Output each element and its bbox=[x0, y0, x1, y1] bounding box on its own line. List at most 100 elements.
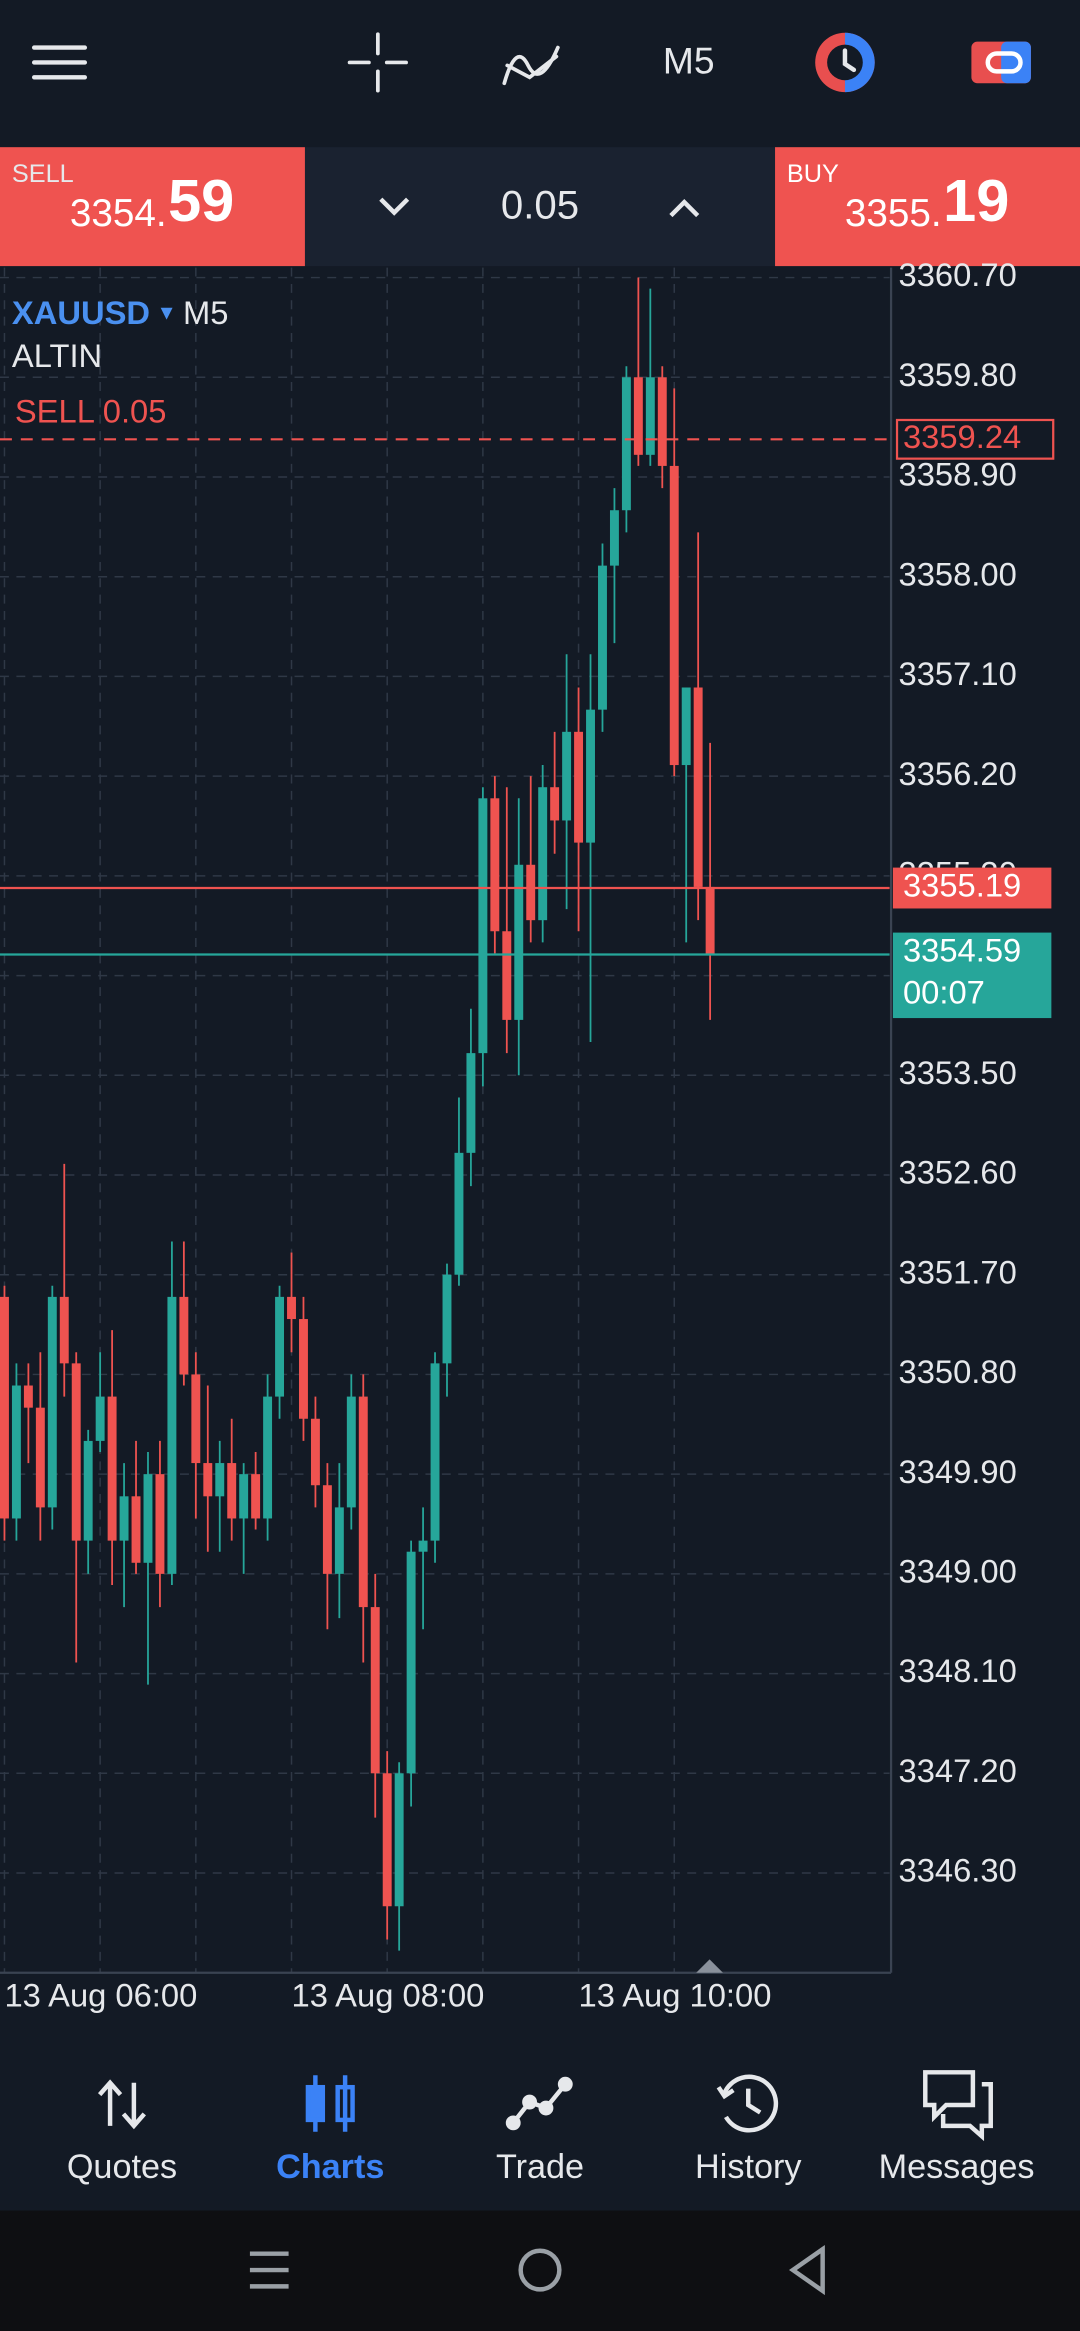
volume-down[interactable] bbox=[379, 197, 410, 216]
volume-panel bbox=[304, 147, 776, 267]
candle-body bbox=[179, 1296, 189, 1375]
candle-body bbox=[203, 1463, 213, 1497]
candle-body bbox=[143, 1474, 153, 1563]
symbol-dropdown[interactable] bbox=[160, 307, 173, 320]
candle-body bbox=[466, 1053, 476, 1153]
candle-body bbox=[251, 1474, 261, 1519]
one-click-trading-button[interactable] bbox=[971, 41, 1031, 84]
buy-price-big: 19 bbox=[943, 167, 1009, 234]
top-bar bbox=[31, 32, 1031, 93]
candle-body bbox=[239, 1474, 249, 1519]
candle-body bbox=[155, 1474, 165, 1574]
system-nav-bar bbox=[0, 2210, 1080, 2331]
x-tick-label: 13 Aug 08:00 bbox=[292, 1977, 485, 2014]
candle-body bbox=[263, 1396, 273, 1519]
candle-body bbox=[11, 1385, 21, 1519]
y-tick-label: 3349.00 bbox=[899, 1553, 1017, 1590]
price-label: 3355.19 bbox=[903, 867, 1021, 904]
sell-button[interactable] bbox=[0, 147, 305, 267]
bar-countdown: 00:07 bbox=[903, 973, 985, 1010]
chart-timeframe: M5 bbox=[183, 294, 228, 331]
y-tick-label: 3347.20 bbox=[899, 1752, 1017, 1789]
nav-tab[interactable]: Trade bbox=[496, 2148, 584, 2186]
buy-label: BUY bbox=[787, 160, 839, 188]
candle-body bbox=[705, 886, 715, 955]
candle-body bbox=[394, 1773, 404, 1907]
candle-body bbox=[71, 1363, 81, 1541]
candle-body bbox=[526, 864, 536, 921]
crosshair-button[interactable] bbox=[347, 32, 408, 93]
candle-body bbox=[430, 1363, 440, 1541]
candle-body bbox=[167, 1296, 177, 1574]
price-label: 3354.59 bbox=[903, 932, 1021, 969]
y-tick-label: 3357.10 bbox=[899, 655, 1017, 692]
nav-tab[interactable]: History bbox=[695, 2148, 802, 2186]
candle-body bbox=[633, 377, 643, 455]
timeframe-button[interactable]: M5 bbox=[663, 40, 715, 82]
shift-marker bbox=[696, 1959, 723, 1973]
home-button[interactable] bbox=[518, 2248, 562, 2292]
candle-body bbox=[502, 931, 512, 1020]
symbol-description: ALTIN bbox=[12, 337, 102, 374]
nav-tab[interactable]: Messages bbox=[879, 2148, 1035, 2186]
candle-body bbox=[538, 787, 548, 921]
symbol-name: XAUUSD bbox=[12, 294, 150, 331]
candle-body bbox=[693, 687, 703, 887]
candle-body bbox=[669, 465, 679, 766]
buy-price-main: 3355. bbox=[845, 192, 942, 235]
order-label: SELL 0.05 bbox=[15, 393, 167, 430]
recents-button[interactable] bbox=[249, 2251, 289, 2289]
buy-button[interactable] bbox=[775, 147, 1080, 267]
candle-body bbox=[107, 1396, 117, 1541]
candle-body bbox=[657, 377, 667, 466]
candle-body bbox=[406, 1551, 416, 1774]
candle-body bbox=[574, 731, 584, 843]
candle-body bbox=[586, 709, 595, 843]
candle-body bbox=[83, 1440, 93, 1541]
candle-body bbox=[454, 1152, 464, 1275]
nav-tab[interactable]: Charts bbox=[276, 2148, 384, 2186]
trade-signal-button[interactable] bbox=[815, 32, 875, 93]
y-tick-label: 3346.30 bbox=[899, 1852, 1017, 1889]
candle-body bbox=[442, 1274, 452, 1364]
menu-button[interactable] bbox=[31, 45, 88, 80]
candle-body bbox=[550, 787, 560, 821]
volume-up[interactable] bbox=[669, 199, 700, 218]
sell-price-big: 59 bbox=[168, 167, 234, 234]
candle-body bbox=[95, 1396, 105, 1441]
y-tick-label: 3348.10 bbox=[899, 1652, 1017, 1689]
volume-value[interactable]: 0.05 bbox=[501, 183, 579, 228]
candle-body bbox=[47, 1296, 57, 1508]
y-tick-label: 3360.70 bbox=[899, 256, 1017, 293]
y-tick-label: 3356.20 bbox=[899, 755, 1017, 792]
candle-body bbox=[562, 731, 572, 821]
price-label-box bbox=[892, 932, 1052, 1019]
y-tick-label: 3358.90 bbox=[899, 456, 1017, 493]
y-tick-label: 3353.50 bbox=[899, 1054, 1017, 1091]
candle-body bbox=[478, 798, 488, 1054]
candle-body bbox=[621, 377, 631, 511]
candle-body bbox=[370, 1607, 380, 1774]
nav-tab[interactable]: Quotes bbox=[67, 2148, 177, 2186]
y-tick-label: 3350.80 bbox=[899, 1353, 1017, 1390]
charts-icon bbox=[305, 2075, 355, 2132]
candle-body bbox=[598, 565, 607, 710]
indicators-button[interactable] bbox=[502, 45, 560, 86]
candle-body bbox=[490, 798, 500, 932]
messages-icon bbox=[923, 2070, 993, 2142]
candle-body bbox=[609, 510, 619, 566]
back-button[interactable] bbox=[789, 2244, 825, 2296]
y-tick-label: 3351.70 bbox=[899, 1253, 1017, 1290]
system-nav-buttons bbox=[249, 2244, 825, 2296]
candle-body bbox=[681, 687, 691, 766]
x-tick-label: 13 Aug 06:00 bbox=[4, 1977, 197, 2014]
candle-body bbox=[514, 864, 524, 1020]
candle-body bbox=[227, 1463, 237, 1519]
candle-body bbox=[23, 1385, 33, 1408]
candle-body bbox=[131, 1496, 141, 1563]
price-label-box bbox=[895, 418, 1055, 460]
